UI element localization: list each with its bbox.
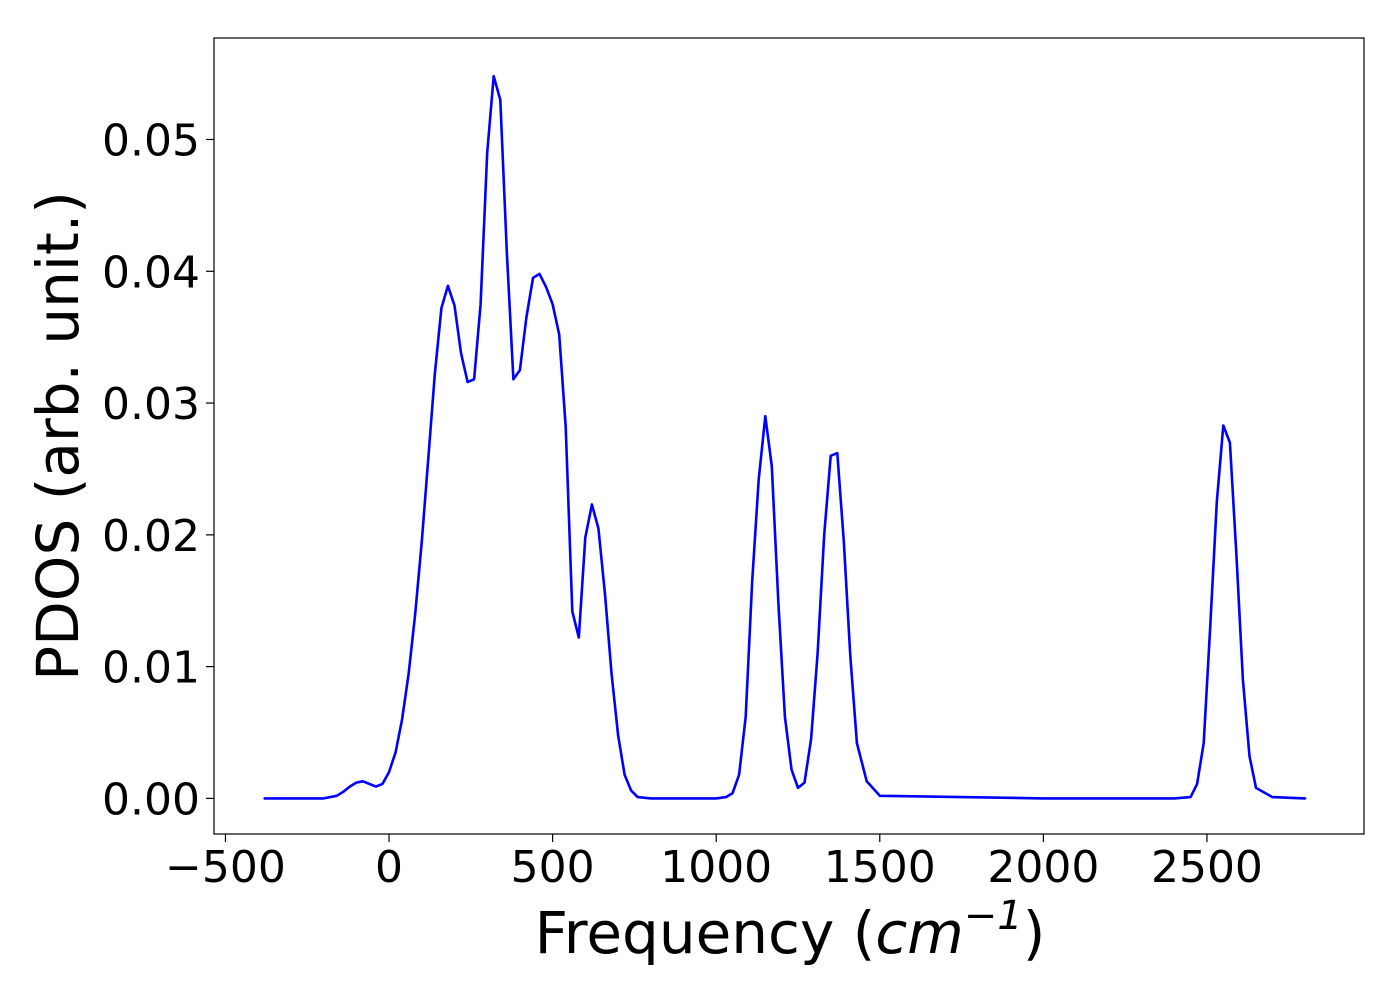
y-axis-label: PDOS (arb. unit.) — [24, 191, 92, 681]
x-axis-label: Frequency (cm−1) — [535, 893, 1046, 967]
y-tick-label: 0.01 — [102, 643, 200, 694]
x-tick-label: 1500 — [824, 842, 936, 893]
y-tick-label: 0.02 — [102, 511, 200, 562]
x-tick-label: −500 — [165, 842, 286, 893]
x-tick-label: 0 — [375, 842, 403, 893]
y-tick-label: 0.05 — [102, 115, 200, 166]
y-tick-label: 0.04 — [102, 247, 200, 298]
y-axis-ticks: 0.00 0.01 0.02 0.03 0.04 0.05 — [102, 115, 214, 825]
y-tick-label: 0.00 — [102, 774, 200, 825]
x-tick-label: 2500 — [1151, 842, 1263, 893]
y-tick-label: 0.03 — [102, 379, 200, 430]
x-tick-label: 500 — [511, 842, 595, 893]
x-axis-ticks: −500 0 500 1000 1500 2000 2500 — [165, 834, 1263, 893]
plot-area-frame — [213, 37, 1365, 835]
x-tick-label: 2000 — [987, 842, 1099, 893]
pdos-series-line — [263, 74, 1307, 800]
x-tick-label: 1000 — [660, 842, 772, 893]
